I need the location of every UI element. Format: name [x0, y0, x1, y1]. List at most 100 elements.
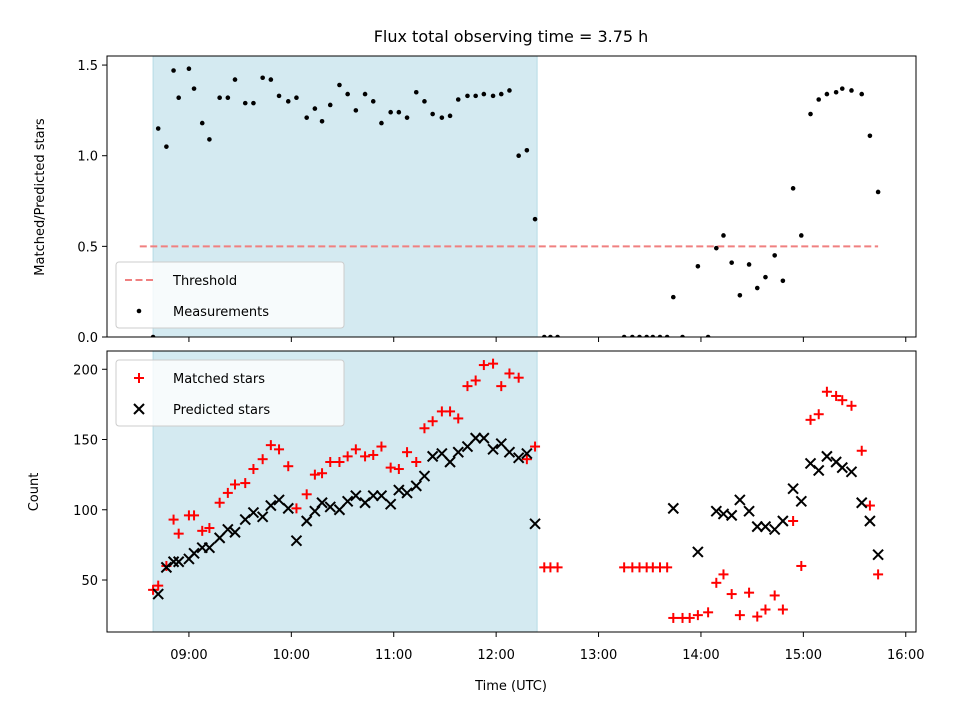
x-tick-label: 12:00 — [477, 648, 514, 663]
predicted-stars-point-b — [521, 447, 533, 460]
matched-stars-point — [796, 560, 807, 571]
measurements-point — [285, 99, 291, 104]
measurements-point — [232, 77, 238, 82]
measurements-point — [746, 262, 752, 267]
bottom-y-axis-label: Count — [27, 473, 42, 512]
measurements-point — [439, 115, 445, 120]
predicted-stars-point — [426, 450, 439, 463]
measurements-point — [621, 334, 627, 337]
predicted-stars-point — [256, 511, 269, 523]
predicted-stars-point — [845, 466, 858, 478]
matched-stars-point — [402, 447, 413, 458]
predicted-stars-point — [203, 541, 216, 554]
measurements-point — [705, 334, 711, 337]
matched-stars-point — [837, 395, 848, 406]
measurements-point — [644, 334, 649, 337]
predicted-stars-point-b — [830, 456, 842, 468]
bottom-y-tick-label: 100 — [73, 504, 98, 519]
predicted-stars-point-b — [751, 520, 763, 533]
matched-stars-point — [521, 454, 532, 465]
matched-stars-point — [488, 358, 499, 369]
matched-stars-point — [711, 577, 722, 588]
x-tick-label: 13:00 — [580, 648, 617, 663]
matched-stars-legend-label: Matched stars — [173, 372, 265, 387]
predicted-stars-point-b — [813, 464, 825, 477]
measurements-point — [268, 77, 274, 82]
measurements-point — [362, 91, 368, 97]
predicted-stars-point-b — [152, 588, 164, 600]
matched-stars-point — [419, 423, 430, 434]
predicted-stars-point-b — [667, 502, 680, 515]
predicted-stars-point — [710, 505, 723, 517]
x-tick-label: 11:00 — [375, 648, 412, 663]
measurements-point — [507, 88, 512, 93]
x-tick-label: 14:00 — [682, 648, 719, 663]
predicted-stars-point-b — [821, 450, 833, 463]
predicted-stars-point — [410, 480, 422, 492]
measurements-point — [422, 99, 427, 104]
measurements-point — [388, 109, 393, 115]
matched-stars-point — [821, 386, 832, 397]
measurements-point — [164, 144, 169, 149]
predicted-stars-point-b — [426, 450, 439, 463]
matched-stars-point — [274, 444, 285, 455]
measurements-point — [404, 115, 410, 120]
measurements-point — [754, 285, 760, 291]
predicted-stars-point-b — [804, 457, 817, 470]
measurements-point — [816, 97, 822, 102]
top-data — [139, 66, 881, 337]
predicted-stars-point — [821, 450, 833, 463]
matched-stars-point — [445, 406, 456, 417]
predicted-stars-point-b — [743, 505, 755, 517]
bottom-y-tick-label: 200 — [73, 363, 98, 378]
predicted-stars-point — [512, 452, 525, 464]
predicted-stars-point — [452, 446, 464, 458]
measurements-point — [737, 293, 743, 298]
matched-stars-point — [189, 510, 200, 521]
predicted-stars-point-b — [710, 505, 723, 517]
predicted-stars-point-b — [324, 501, 336, 513]
measurements-point — [473, 93, 478, 99]
matched-stars-point — [726, 589, 737, 600]
predicted-stars-point — [316, 497, 328, 509]
measurements-point — [276, 93, 282, 99]
predicted-stars-point — [503, 446, 516, 458]
matched-stars-point — [214, 497, 225, 508]
predicted-stars-point-b — [856, 497, 868, 509]
predicted-stars-point — [300, 515, 313, 527]
measurements-point — [548, 334, 553, 337]
matched-stars-point — [283, 461, 294, 472]
predicted-stars-point-b — [725, 509, 738, 522]
top-legend-box — [115, 261, 345, 329]
predicted-stars-point-b — [864, 515, 876, 527]
measurements-point — [867, 133, 873, 139]
matched-stars-point — [385, 462, 396, 473]
predicted-stars-point — [222, 523, 234, 536]
matched-stars-point — [393, 464, 404, 475]
measurements-point — [849, 88, 854, 93]
chart-title: Flux total observing time = 3.75 h — [374, 27, 649, 46]
predicted-stars-point — [247, 506, 260, 519]
predicted-stars-point-b — [734, 494, 746, 506]
predicted-stars-point-b — [316, 497, 328, 509]
matched-stars-point — [265, 440, 276, 451]
measurements-point — [481, 91, 487, 97]
matched-stars-point — [703, 607, 714, 618]
predicted-stars-point — [478, 432, 490, 444]
measurements-point — [337, 82, 342, 88]
predicted-stars-point — [725, 509, 738, 522]
predicted-stars-point-b — [478, 432, 490, 444]
measurements-point — [251, 100, 256, 106]
predicted-stars-point — [393, 484, 405, 496]
predicted-stars-point — [418, 470, 431, 482]
matched-stars-point — [552, 562, 563, 573]
matched-stars-point — [805, 414, 816, 425]
predicted-stars-point-b — [203, 541, 216, 554]
matched-stars-point — [350, 444, 361, 455]
predicted-stars-point-b — [692, 546, 704, 558]
measurements-point — [294, 95, 299, 100]
measurements-point — [327, 102, 333, 108]
predicted-stars-point — [152, 588, 164, 600]
predicted-stars-point-b — [229, 526, 241, 538]
